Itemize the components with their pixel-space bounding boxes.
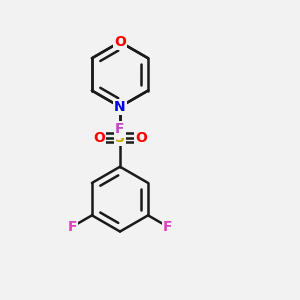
Text: O: O: [114, 35, 126, 49]
Text: O: O: [135, 130, 147, 145]
Text: N: N: [114, 100, 126, 114]
Text: F: F: [163, 220, 172, 234]
Text: O: O: [93, 130, 105, 145]
Text: F: F: [115, 122, 125, 136]
Text: S: S: [115, 130, 125, 145]
Text: F: F: [68, 220, 77, 234]
